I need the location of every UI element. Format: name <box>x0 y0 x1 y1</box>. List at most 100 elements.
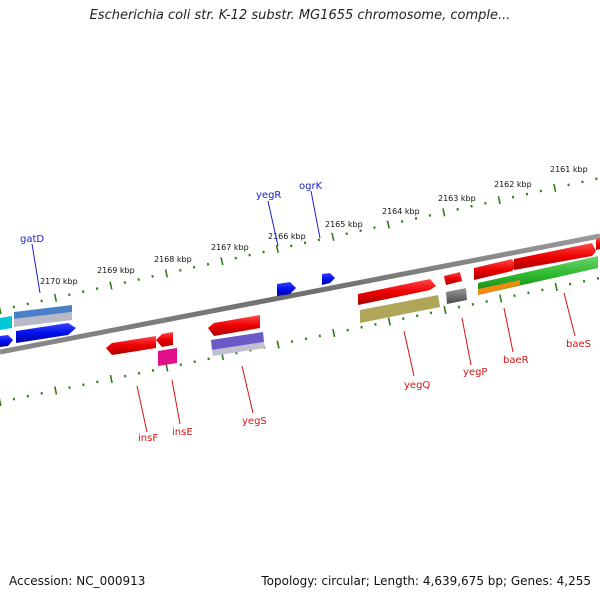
minor-tick <box>40 299 43 303</box>
gene-feature[interactable] <box>322 273 335 285</box>
major-tick <box>164 269 169 278</box>
gene-feature[interactable] <box>514 243 596 270</box>
gene-feature[interactable] <box>211 332 264 350</box>
gene-feature[interactable] <box>478 280 520 295</box>
outer-tick-track <box>0 177 598 315</box>
minor-tick <box>68 293 71 297</box>
minor-tick <box>248 253 251 257</box>
accession-text: Accession: NC_000913 <box>9 574 146 588</box>
gene-feature[interactable] <box>446 288 467 304</box>
gene-feature[interactable] <box>106 336 156 355</box>
major-tick <box>165 363 169 372</box>
gene-feature[interactable] <box>14 312 72 327</box>
major-tick <box>386 220 390 229</box>
minor-tick <box>345 232 348 236</box>
major-tick <box>275 244 280 254</box>
major-tick <box>53 293 58 302</box>
scale-label: 2169 kbp <box>97 266 135 275</box>
gene-label-gatD: gatD <box>20 234 44 245</box>
gene-label-insF: insF <box>138 433 158 444</box>
minor-tick <box>456 207 459 211</box>
major-tick <box>54 386 58 395</box>
gene-feature[interactable] <box>212 342 265 356</box>
gene-feature[interactable] <box>158 348 177 366</box>
minor-tick <box>137 278 140 281</box>
topology-text: Topology: circular; Length: 4,639,675 bp… <box>261 574 591 588</box>
major-tick <box>220 257 224 266</box>
minor-tick <box>470 204 473 208</box>
minor-tick <box>26 302 29 306</box>
minor-tick <box>400 220 404 223</box>
chromosome-backbone <box>0 233 600 355</box>
forward-leaders <box>31 190 321 294</box>
minor-tick <box>303 241 307 245</box>
gene-feature[interactable] <box>14 305 72 319</box>
gene-feature[interactable] <box>474 259 516 280</box>
major-tick <box>442 208 446 217</box>
major-tick <box>553 183 557 193</box>
minor-tick <box>179 268 182 272</box>
gene-label-yegR: yegR <box>256 190 281 201</box>
reverse-leaders <box>136 292 576 433</box>
gene-label-ogrK: ogrK <box>299 181 323 192</box>
major-tick <box>554 282 558 292</box>
gene-label-yegS: yegS <box>242 416 267 427</box>
major-tick <box>109 374 113 384</box>
minor-tick <box>151 275 154 278</box>
minor-tick <box>359 229 362 233</box>
minor-tick <box>262 250 265 254</box>
gene-feature[interactable] <box>277 282 296 296</box>
scale-label: 2163 kbp <box>438 194 476 203</box>
gene-feature[interactable] <box>0 316 12 330</box>
minor-tick <box>567 183 570 187</box>
minor-tick <box>414 217 418 220</box>
major-tick <box>387 317 391 326</box>
minor-tick <box>511 195 515 199</box>
minor-tick <box>484 201 487 205</box>
major-tick <box>109 281 113 290</box>
minor-tick <box>317 238 321 242</box>
minor-tick <box>95 287 99 291</box>
scale-label: 2167 kbp <box>211 243 249 252</box>
major-tick <box>332 328 336 338</box>
minor-tick <box>539 189 543 193</box>
major-tick <box>499 294 503 303</box>
major-tick <box>276 340 280 349</box>
major-tick <box>331 232 335 241</box>
minor-tick <box>581 180 584 184</box>
gene-feature[interactable] <box>208 315 260 336</box>
gene-feature[interactable] <box>444 272 462 285</box>
minor-tick <box>525 192 529 196</box>
gene-label-yegP: yegP <box>463 367 487 378</box>
scale-label: 2170 kbp <box>40 277 78 286</box>
gene-feature[interactable] <box>16 323 76 343</box>
gene-feature[interactable] <box>596 238 600 250</box>
minor-tick <box>428 214 432 217</box>
major-tick <box>443 305 447 315</box>
scale-label: 2164 kbp <box>382 207 420 216</box>
scale-label: 2165 kbp <box>325 220 363 229</box>
gene-feature[interactable] <box>360 295 440 323</box>
major-tick <box>0 306 2 315</box>
gene-label-yegQ: yegQ <box>404 380 430 391</box>
gene-feature[interactable] <box>358 279 436 305</box>
scale-label: 2168 kbp <box>154 255 192 264</box>
minor-tick <box>206 262 210 266</box>
major-tick <box>497 196 501 205</box>
minor-tick <box>234 256 237 260</box>
minor-tick <box>123 281 127 284</box>
scale-label: 2162 kbp <box>494 180 532 189</box>
minor-tick <box>595 177 598 181</box>
map-title: Escherichia coli str. K-12 substr. MG165… <box>89 8 511 23</box>
minor-tick <box>81 290 85 294</box>
gene-label-baeR: baeR <box>503 355 529 366</box>
minor-tick <box>290 244 293 248</box>
gene-label-baeS: baeS <box>566 339 591 350</box>
minor-tick <box>373 226 376 230</box>
minor-tick <box>12 305 16 309</box>
gene-feature[interactable] <box>156 332 173 347</box>
gene-feature[interactable] <box>0 335 13 347</box>
scale-label: 2166 kbp <box>268 232 306 241</box>
major-tick <box>0 398 2 407</box>
